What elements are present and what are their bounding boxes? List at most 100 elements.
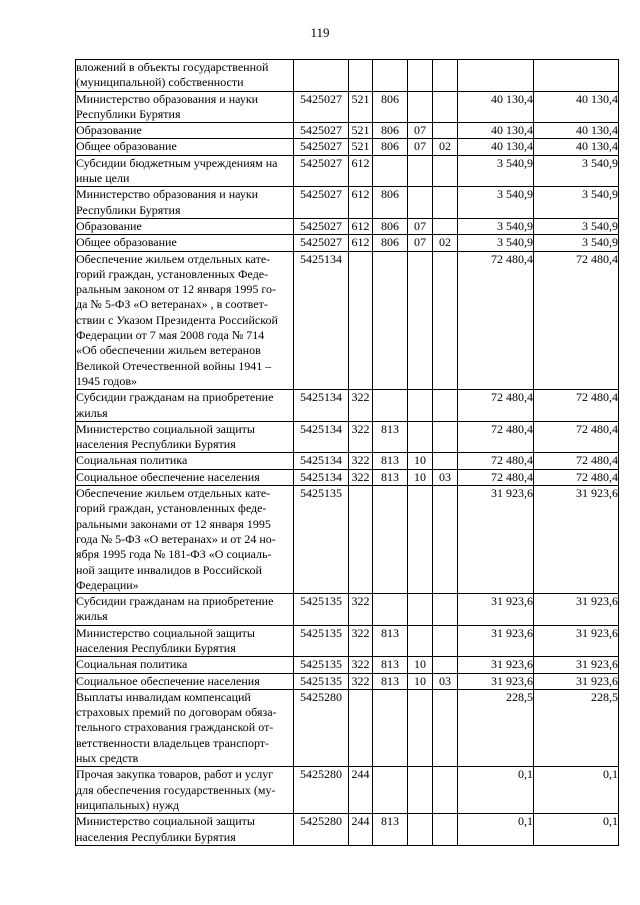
cell-amount-1: 40 130,4 xyxy=(457,90,534,124)
cell-expense-type: 322 xyxy=(348,452,373,470)
cell-target-code xyxy=(293,59,349,92)
cell-section xyxy=(407,250,433,391)
table-row: Социальное обеспечение населения 5425135 3… xyxy=(75,672,619,690)
cell-gvbs-code: 813 xyxy=(372,468,408,487)
cell-subsection xyxy=(432,217,458,236)
cell-section: 10 xyxy=(407,468,433,487)
cell-amount-2: 228,5 xyxy=(533,688,619,768)
cell-description: Социальная политика xyxy=(75,656,294,674)
cell-amount-1: 3 540,9 xyxy=(457,217,534,236)
cell-amount-1: 31 923,6 xyxy=(457,593,534,626)
table-row: Прочая закупка товаров, работ и услуг дл… xyxy=(75,766,619,815)
cell-section: 10 xyxy=(407,672,433,690)
table-row: Социальная политика 5425135 322 813 10 31 923… xyxy=(75,656,619,674)
cell-amount-1: 3 540,9 xyxy=(457,154,534,188)
cell-target-code: 5425134 xyxy=(293,452,349,470)
cell-target-code: 5425027 xyxy=(293,186,349,219)
cell-subsection xyxy=(432,688,458,768)
cell-amount-2: 3 540,9 xyxy=(533,217,619,236)
cell-subsection: 03 xyxy=(432,672,458,690)
cell-description: Выплаты инвалидам компенсаций страховых … xyxy=(75,688,294,768)
table-row: Обеспечение жильем отдельных кате- горий… xyxy=(75,250,619,391)
cell-amount-2: 40 130,4 xyxy=(533,90,619,124)
cell-target-code: 5425135 xyxy=(293,485,349,595)
cell-subsection xyxy=(432,90,458,124)
cell-expense-type xyxy=(348,485,373,595)
cell-section xyxy=(407,389,433,422)
cell-amount-2: 72 480,4 xyxy=(533,452,619,470)
cell-expense-type: 322 xyxy=(348,672,373,690)
cell-amount-2: 3 540,9 xyxy=(533,154,619,188)
cell-description: Субсидии гражданам на приобретение жилья xyxy=(75,389,294,422)
cell-subsection xyxy=(432,154,458,188)
cell-expense-type: 322 xyxy=(348,624,373,658)
cell-section xyxy=(407,485,433,595)
cell-expense-type: 612 xyxy=(348,186,373,219)
cell-expense-type: 322 xyxy=(348,656,373,674)
cell-section xyxy=(407,154,433,188)
cell-description: Образование xyxy=(75,122,294,140)
cell-target-code: 5425280 xyxy=(293,813,349,846)
cell-amount-1: 72 480,4 xyxy=(457,250,534,391)
cell-amount-2: 3 540,9 xyxy=(533,186,619,219)
cell-target-code: 5425027 xyxy=(293,154,349,188)
cell-section xyxy=(407,688,433,768)
cell-amount-2: 0,1 xyxy=(533,766,619,815)
cell-description: Общее образование xyxy=(75,138,294,156)
cell-amount-2 xyxy=(533,59,619,92)
table-row: Субсидии бюджетным учреждениям на иные ц… xyxy=(75,154,619,188)
cell-subsection xyxy=(432,122,458,140)
cell-gvbs-code xyxy=(372,59,408,92)
cell-subsection xyxy=(432,624,458,658)
cell-amount-1 xyxy=(457,59,534,92)
cell-subsection xyxy=(432,452,458,470)
cell-amount-1: 3 540,9 xyxy=(457,234,534,252)
table-row: Министерство образования и науки Республ… xyxy=(75,186,619,219)
table-row: Министерство образования и науки Республ… xyxy=(75,90,619,124)
cell-amount-1: 72 480,4 xyxy=(457,452,534,470)
cell-gvbs-code: 806 xyxy=(372,217,408,236)
cell-expense-type: 521 xyxy=(348,138,373,156)
cell-section xyxy=(407,59,433,92)
cell-expense-type: 612 xyxy=(348,217,373,236)
cell-gvbs-code: 813 xyxy=(372,813,408,846)
cell-subsection xyxy=(432,593,458,626)
cell-amount-1: 228,5 xyxy=(457,688,534,768)
cell-description: Прочая закупка товаров, работ и услуг дл… xyxy=(75,766,294,815)
cell-amount-2: 31 923,6 xyxy=(533,624,619,658)
table-row: Министерство социальной защиты населения… xyxy=(75,624,619,658)
cell-expense-type xyxy=(348,688,373,768)
budget-table-body: вложений в объекты государственной (муни… xyxy=(75,59,619,846)
cell-subsection xyxy=(432,59,458,92)
cell-expense-type: 322 xyxy=(348,593,373,626)
cell-gvbs-code: 806 xyxy=(372,234,408,252)
cell-gvbs-code xyxy=(372,485,408,595)
table-row: Министерство социальной защиты населения… xyxy=(75,420,619,454)
table-row: Выплаты инвалидам компенсаций страховых … xyxy=(75,688,619,768)
cell-gvbs-code xyxy=(372,688,408,768)
cell-amount-1: 0,1 xyxy=(457,766,534,815)
cell-description: Социальное обеспечение населения xyxy=(75,672,294,690)
cell-description: Социальное обеспечение населения xyxy=(75,468,294,487)
cell-gvbs-code xyxy=(372,593,408,626)
cell-description: вложений в объекты государственной (муни… xyxy=(75,59,294,92)
table-row: Общее образование 5425027 612 806 07 02 3 540,… xyxy=(75,234,619,252)
cell-target-code: 5425135 xyxy=(293,624,349,658)
cell-gvbs-code: 813 xyxy=(372,672,408,690)
cell-target-code: 5425135 xyxy=(293,593,349,626)
cell-section xyxy=(407,420,433,454)
table-row: Субсидии гражданам на приобретение жилья… xyxy=(75,593,619,626)
cell-target-code: 5425135 xyxy=(293,672,349,690)
cell-target-code: 5425280 xyxy=(293,766,349,815)
cell-subsection xyxy=(432,766,458,815)
cell-amount-1: 72 480,4 xyxy=(457,468,534,487)
cell-amount-1: 40 130,4 xyxy=(457,122,534,140)
cell-expense-type: 612 xyxy=(348,234,373,252)
cell-section: 07 xyxy=(407,234,433,252)
cell-amount-1: 31 923,6 xyxy=(457,672,534,690)
cell-description: Общее образование xyxy=(75,234,294,252)
cell-target-code: 5425027 xyxy=(293,90,349,124)
cell-subsection xyxy=(432,813,458,846)
budget-table: вложений в объекты государственной (муни… xyxy=(75,59,619,846)
